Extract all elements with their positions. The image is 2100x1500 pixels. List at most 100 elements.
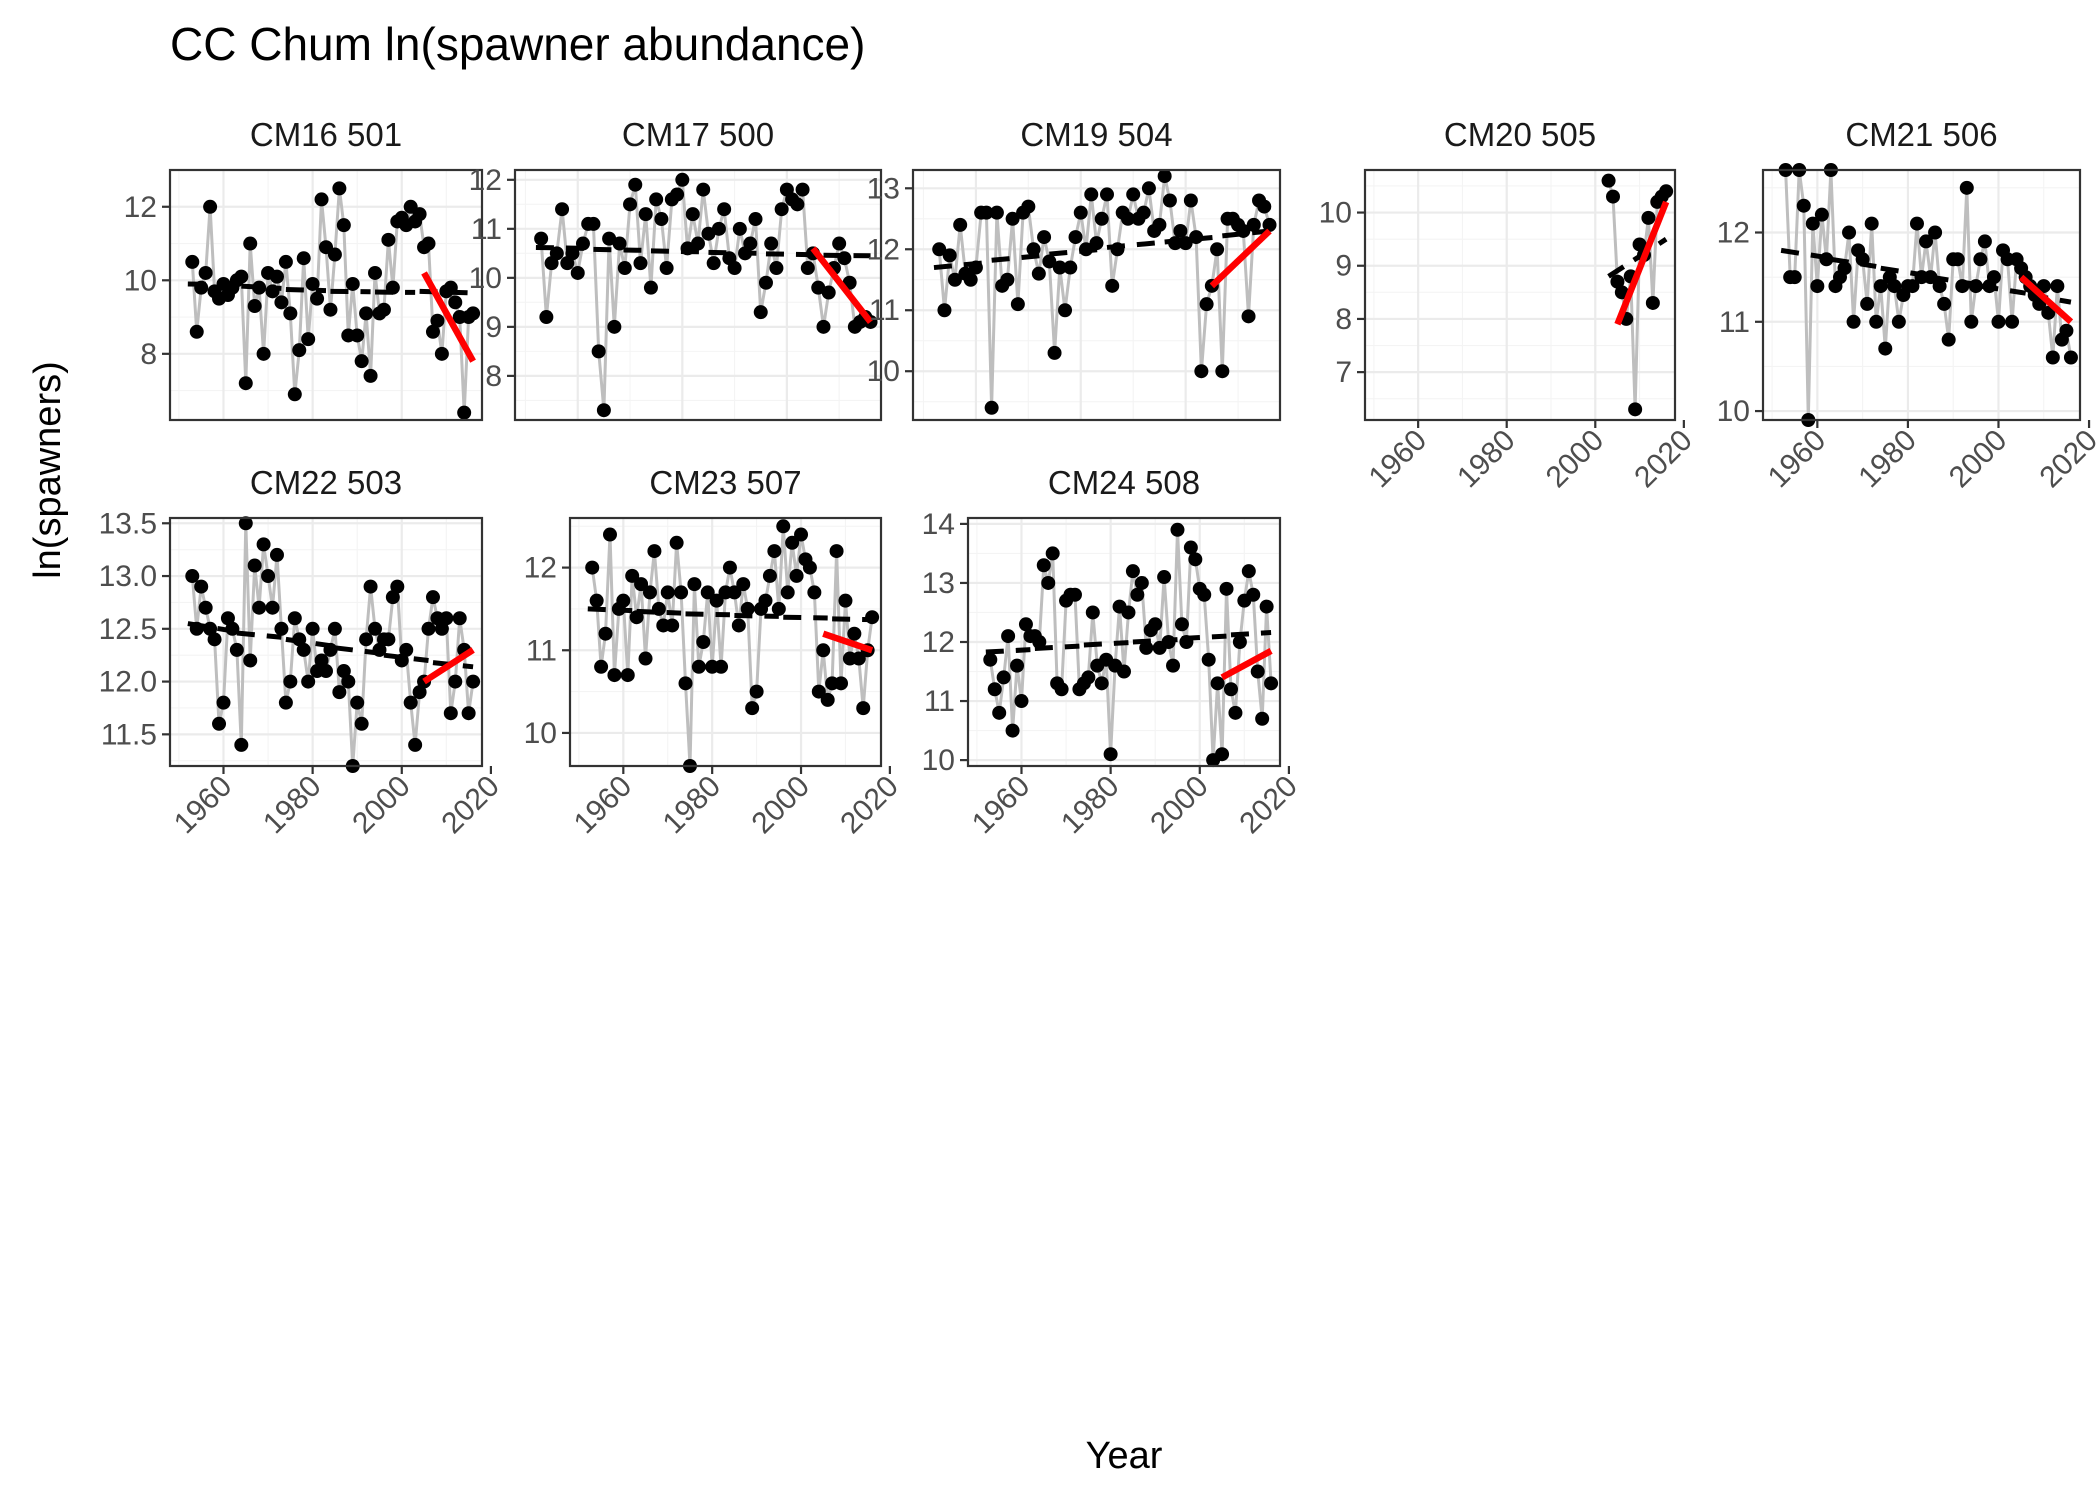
data-point: [687, 577, 702, 592]
panel-6: CM22 503 11.5 12.0 12.5 13.0 13.5 1960 1980 2000…: [99, 464, 506, 840]
long-trend-segment: [236, 630, 282, 640]
data-point: [234, 737, 249, 752]
data-point: [711, 221, 726, 236]
panel-3: CM19 504 10 11 12 13: [867, 116, 1282, 422]
data-point: [623, 197, 638, 212]
panel-4: CM20 505 7 8 9 10 1960 1980 2000 2020: [1319, 116, 1699, 494]
data-point: [1141, 181, 1156, 196]
facet-label: CM17 500: [622, 116, 774, 153]
data-point: [439, 611, 454, 626]
data-point: [800, 261, 815, 276]
data-point: [1606, 189, 1620, 204]
data-point: [2005, 314, 2020, 329]
data-point: [336, 218, 351, 233]
data-point: [1864, 216, 1879, 231]
x-tick-label: 1960: [168, 770, 239, 841]
data-point: [649, 192, 664, 207]
long-trend-segment: [419, 288, 469, 296]
data-point: [1001, 629, 1016, 644]
data-point: [1036, 558, 1051, 573]
data-point: [794, 527, 809, 542]
y-tick-label: 12: [524, 552, 557, 585]
data-point: [368, 621, 383, 636]
data-point: [1199, 297, 1214, 312]
data-point: [247, 558, 262, 573]
data-point: [274, 621, 289, 636]
data-point: [1041, 575, 1056, 590]
data-point: [638, 651, 653, 666]
data-point: [319, 664, 333, 679]
data-point: [665, 618, 680, 633]
data-point: [1094, 676, 1109, 691]
long-trend-segment: [685, 611, 730, 618]
data-point: [256, 346, 271, 361]
data-point: [1891, 314, 1906, 329]
data-point: [1955, 279, 1970, 294]
panel-8: CM24 508 10 11 12 13 14 1960 1980 2000 2020: [922, 464, 1304, 840]
data-point: [1081, 670, 1096, 685]
y-tick-label: 9: [1335, 250, 1352, 283]
data-point: [1031, 266, 1046, 281]
data-point: [762, 568, 777, 583]
data-point: [189, 621, 204, 636]
data-point: [1959, 180, 1974, 195]
data-point: [680, 241, 695, 256]
data-point: [314, 653, 329, 668]
data-point: [1919, 234, 1934, 249]
data-point: [1183, 193, 1198, 208]
data-point: [767, 544, 782, 559]
data-point: [1026, 242, 1041, 257]
data-point: [696, 182, 711, 197]
x-tick-label: 1980: [1055, 770, 1126, 841]
y-tick-label: 10: [524, 717, 557, 750]
y-tick-label: 10: [922, 744, 955, 777]
data-point: [642, 585, 657, 600]
long-trend-segment: [334, 645, 380, 656]
data-point: [555, 202, 570, 217]
recent-trend-line: [810, 246, 874, 324]
data-point: [1928, 225, 1943, 240]
data-point: [598, 626, 613, 641]
data-point: [203, 199, 218, 214]
recent-trend-line: [422, 647, 475, 685]
series-line: [190, 523, 475, 767]
data-point: [1130, 587, 1145, 602]
data-point: [1089, 236, 1104, 251]
data-point: [305, 621, 320, 636]
data-point: [1047, 345, 1062, 360]
data-point: [269, 269, 284, 284]
y-tick-label: 10: [124, 264, 157, 297]
data-point: [381, 232, 396, 247]
data-point: [376, 302, 391, 317]
y-axis-title: ln(spawners): [27, 361, 69, 579]
data-point: [332, 685, 347, 700]
data-point: [461, 706, 476, 721]
data-point: [292, 632, 307, 647]
panel-border: [568, 516, 883, 768]
data-point: [753, 305, 768, 320]
data-point: [345, 276, 360, 291]
x-tick-label: 2000: [346, 770, 417, 841]
data-point: [336, 664, 351, 679]
x-tick-label: 1980: [257, 770, 328, 841]
data-point: [1941, 332, 1956, 347]
recent-trend-line: [822, 630, 874, 654]
data-point: [1860, 296, 1875, 311]
data-point: [1179, 635, 1194, 649]
data-point: [1223, 682, 1238, 697]
data-point: [1105, 278, 1120, 293]
data-point: [816, 643, 831, 658]
data-point: [612, 236, 627, 251]
x-axis-title: Year: [1086, 1435, 1163, 1477]
data-point: [2050, 279, 2065, 294]
data-point: [628, 177, 643, 192]
data-point: [1232, 635, 1247, 649]
data-point: [425, 590, 440, 605]
data-point: [1018, 617, 1033, 632]
data-point: [269, 547, 284, 562]
data-point: [452, 611, 467, 626]
data-point: [1259, 599, 1274, 614]
facet-label: CM16 501: [250, 116, 402, 153]
data-point: [1032, 635, 1047, 649]
y-tick-label: 12: [867, 233, 900, 266]
